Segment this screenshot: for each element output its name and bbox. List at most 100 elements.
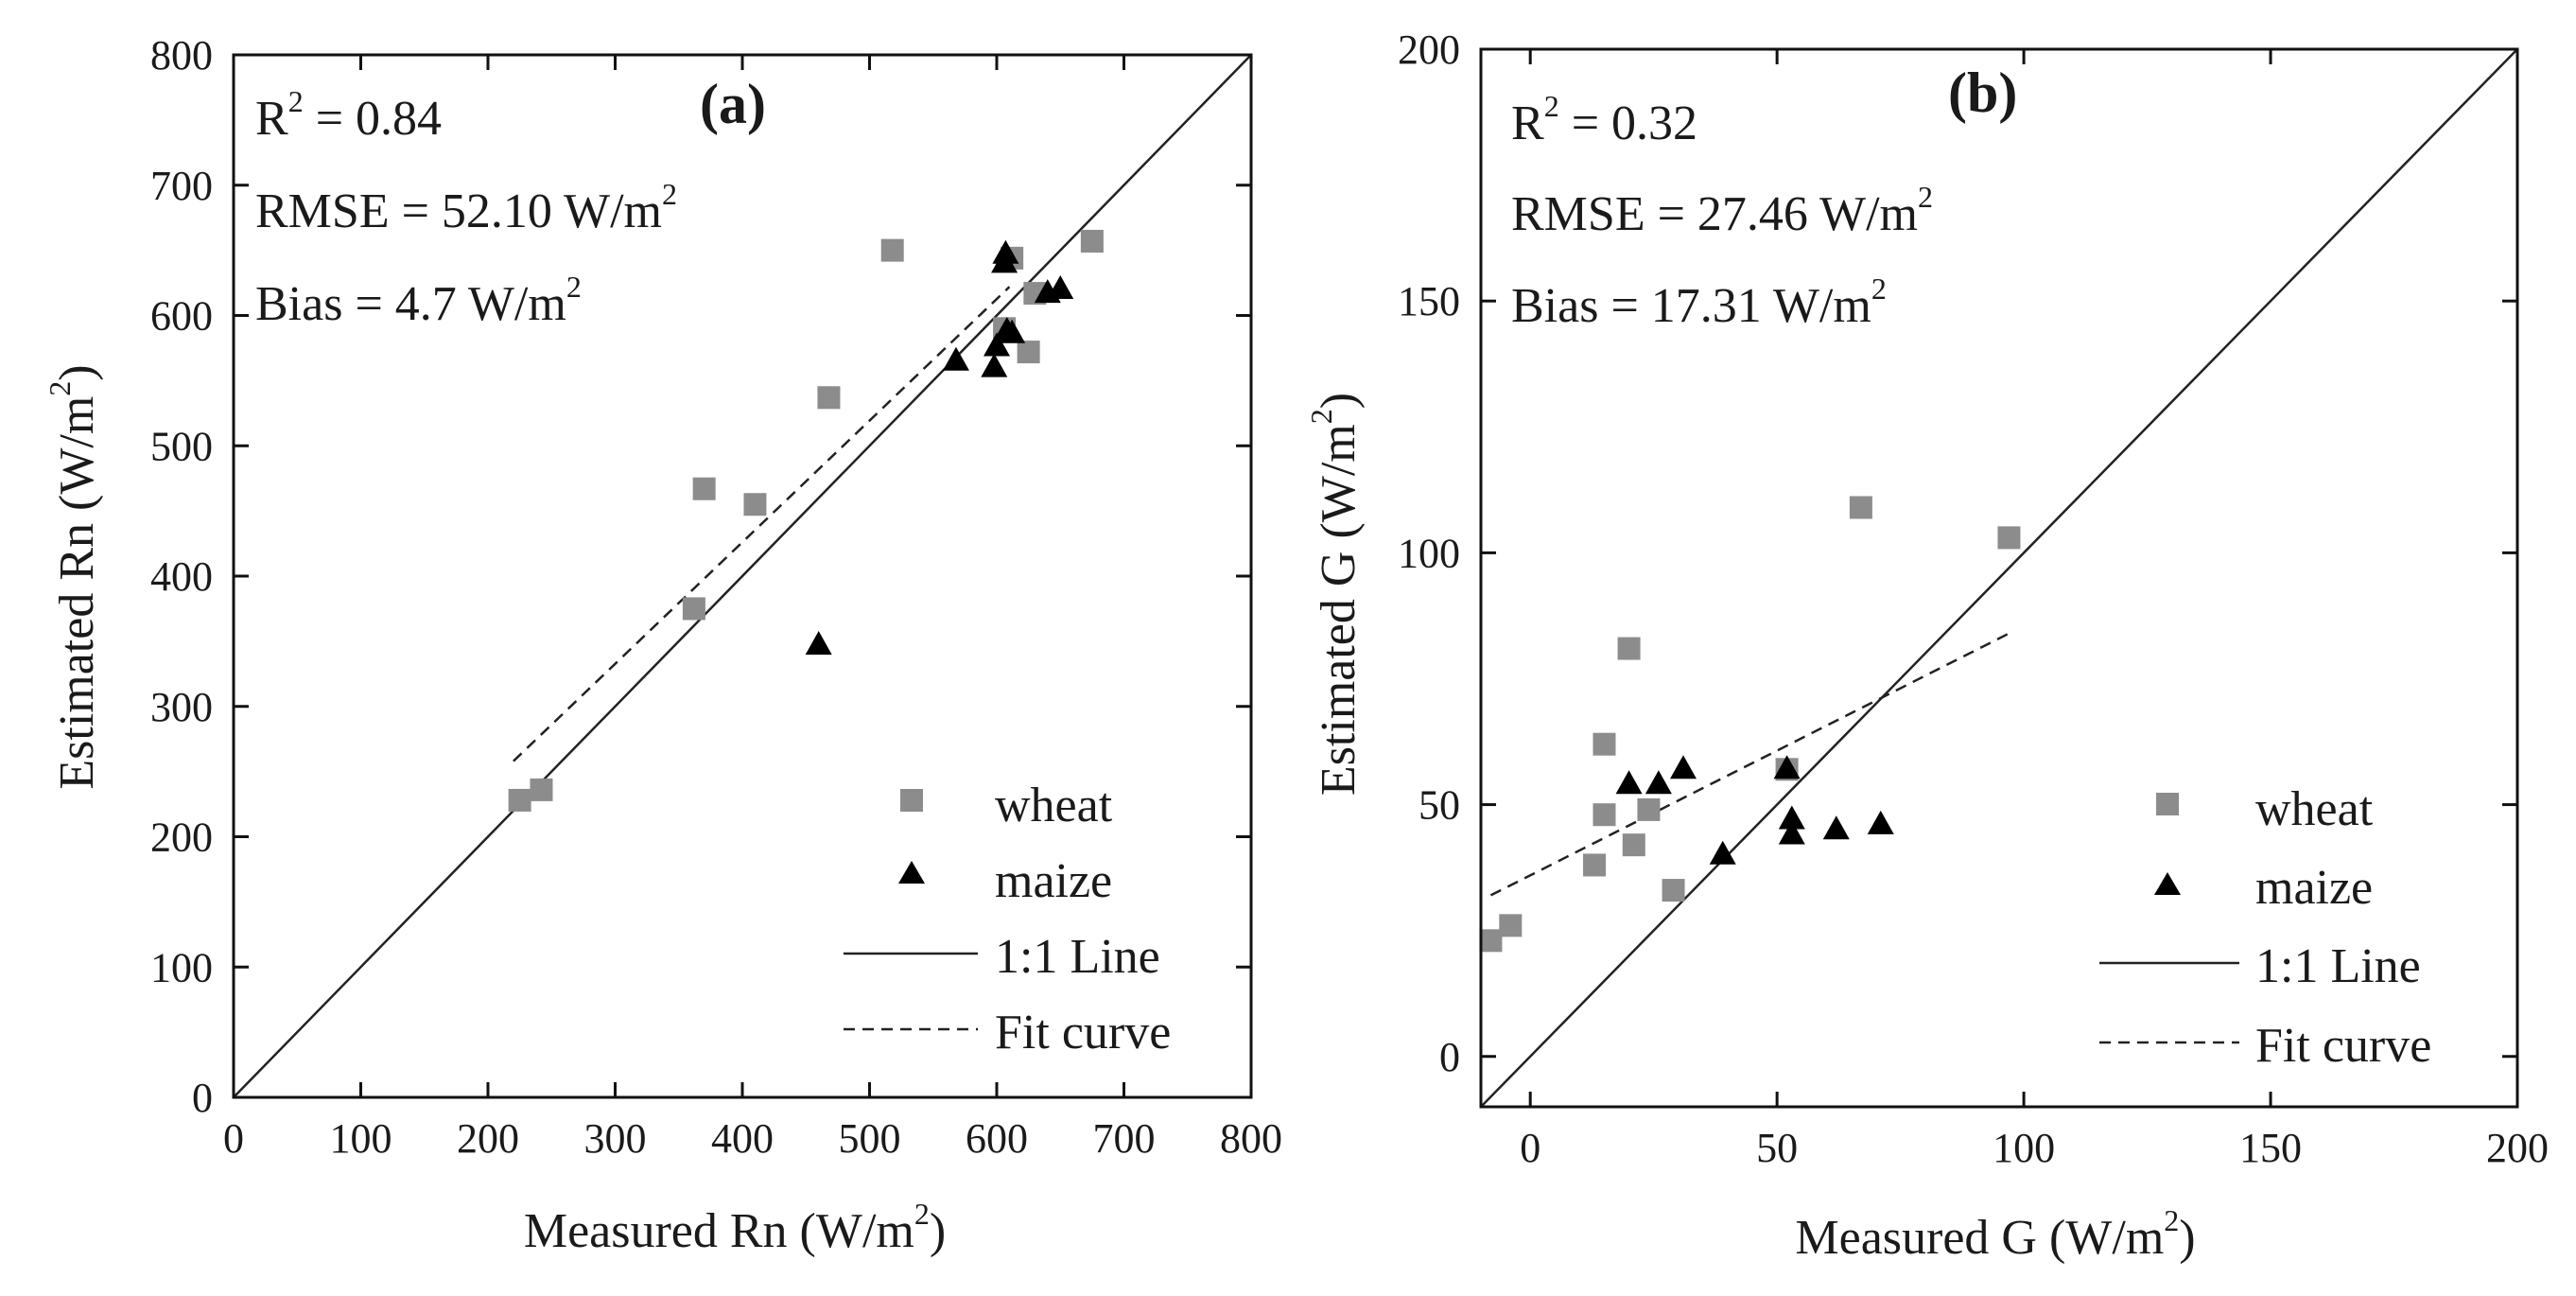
panel-a-legend-maize: maize [995,854,1112,908]
panel-a-legend-wheat: wheat [995,779,1113,832]
panel-b-legend-one-to-one: 1:1 Line [2255,939,2421,993]
wheat-point [1622,833,1645,857]
panel-a-y-tick-label: 0 [192,1075,213,1121]
panel-a-y-tick-label: 200 [150,814,213,861]
wheat-point [1080,229,1104,253]
panel-a-x-tick-label: 200 [457,1115,519,1162]
wheat-point [1617,637,1641,660]
panel-b-ticks: 0 50 100 150 200 0 50 100 150 200 [1398,26,2549,1171]
panel-a-x-tick-label: 800 [1220,1115,1282,1162]
panel-b-legend-wheat: wheat [2255,782,2374,836]
panel-a-y-tick-label: 800 [150,32,213,79]
panel-b-r2: R2 = 0.32 [1511,89,1697,150]
panel-b: 0 50 100 150 200 0 50 100 150 200 (b) R2 = 0.32 R… [1304,26,2549,1265]
maize-point [1047,274,1074,299]
maize-point [1867,810,1894,834]
panel-b-x-tick-label: 0 [1520,1125,1540,1171]
wheat-point [1017,341,1040,364]
panel-a-label: (a) [700,73,766,135]
maize-point [1773,755,1801,779]
panel-a-bias: Bias = 4.7 W/m2 [255,270,582,331]
maize-point [1615,770,1643,795]
panel-a-y-tick-label: 400 [150,553,213,600]
maize-point [1822,815,1850,840]
panel-a-legend-fit: Fit curve [995,1006,1171,1060]
panel-b-legend-fit: Fit curve [2255,1019,2431,1073]
wheat-point [1849,496,1872,519]
panel-b-x-tick-label: 200 [2486,1125,2549,1171]
wheat-point [1637,797,1661,821]
panel-b-y-tick-label: 50 [1419,782,1460,829]
panel-b-plot-frame [1479,47,2519,1109]
panel-b-legend-wheat-marker [2156,793,2179,815]
wheat-point [1499,914,1523,937]
maize-point [1778,805,1805,830]
panel-a-legend-maize-marker [898,861,925,884]
panel-b-y-tick-label: 150 [1398,278,1460,324]
wheat-point [1479,929,1503,953]
maize-point [992,239,1019,264]
maize-point [1669,755,1697,779]
wheat-point [743,493,767,517]
panel-a-legend: wheat maize 1:1 Line Fit curve [844,779,1171,1060]
panel-a-x-axis-title: Measured Rn (W/m2) [524,1197,946,1258]
panel-b-x-axis-title: Measured G (W/m2) [1795,1203,2195,1265]
panel-a-y-tick-label: 300 [150,684,213,730]
wheat-point [817,386,841,410]
panel-a-one-to-one-line [233,54,1252,1098]
panel-b-legend-maize: maize [2255,861,2373,915]
panel-a-x-tick-label: 400 [711,1115,774,1162]
panel-a-fit-curve [513,286,1011,762]
panel-a-y-axis-title: Estimated Rn (W/m2) [43,364,104,789]
maize-point [805,631,832,656]
panel-a-marks [233,54,1252,1098]
panel-b-y-tick-label: 0 [1439,1034,1460,1080]
panel-a-points [508,229,1104,812]
panel-a-x-tick-label: 700 [1093,1115,1156,1162]
wheat-point [530,778,553,801]
panel-a-ticks: 0 100 200 300 400 500 600 700 800 0 100 200 300 400 50… [150,32,1282,1162]
maize-point [983,332,1010,357]
panel-b-rmse: RMSE = 27.46 W/m2 [1511,180,1933,241]
panel-b-one-to-one-line [1480,48,2518,1108]
panel-a-legend-one-to-one: 1:1 Line [995,930,1160,984]
panel-a-rmse: RMSE = 52.10 W/m2 [255,177,677,238]
wheat-point [880,238,904,262]
wheat-point [1997,526,2021,550]
wheat-point [1593,803,1616,827]
panel-b-marks [1479,48,2518,1108]
wheat-point [1583,853,1607,877]
panel-b-fit-curve [1489,632,2010,897]
wheat-point [1593,732,1616,756]
maize-point [1709,840,1736,865]
panel-b-x-tick-label: 150 [2239,1125,2302,1171]
panel-a-r2: R2 = 0.84 [255,84,442,146]
maize-point [981,353,1008,377]
wheat-point [1662,879,1685,902]
wheat-point [692,477,716,500]
panel-b-y-tick-label: 200 [1398,26,1460,73]
panel-b-points [1479,496,2021,953]
panel-a: 0 100 200 300 400 500 600 700 800 0 100 200 300 400 50… [43,32,1282,1258]
wheat-point [682,597,705,621]
panel-b-x-tick-label: 50 [1756,1125,1798,1171]
panel-b-y-axis-title: Estimated G (W/m2) [1304,393,1366,796]
wheat-point [508,788,531,812]
panel-a-x-tick-label: 500 [839,1115,901,1162]
panel-a-x-tick-label: 300 [584,1115,647,1162]
panel-b-label: (b) [1948,61,2017,124]
panel-b-legend: wheat maize 1:1 Line Fit curve [2099,782,2431,1073]
maize-point [1778,820,1805,845]
panel-b-y-tick-label: 100 [1398,530,1460,576]
panel-a-y-tick-label: 500 [150,423,213,469]
panel-a-x-tick-label: 0 [223,1115,244,1162]
panel-a-legend-wheat-marker [900,789,923,812]
maize-point [1645,770,1672,795]
panel-a-x-tick-label: 600 [966,1115,1028,1162]
panel-a-y-tick-label: 700 [150,163,213,209]
panel-a-y-tick-label: 600 [150,293,213,340]
panel-b-bias: Bias = 17.31 W/m2 [1511,271,1887,333]
maize-point [999,319,1026,343]
panel-a-x-tick-label: 100 [330,1115,392,1162]
